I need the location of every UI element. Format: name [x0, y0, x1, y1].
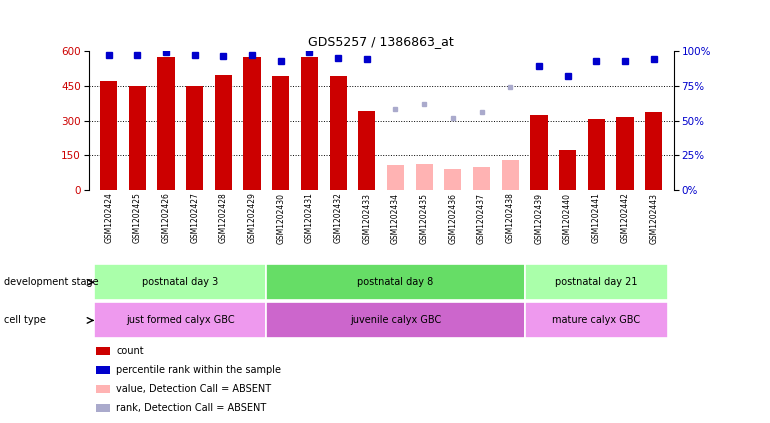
Text: GSM1202427: GSM1202427: [190, 192, 199, 243]
Bar: [266, 302, 524, 338]
Text: cell type: cell type: [4, 316, 45, 325]
Bar: [215, 75, 232, 190]
Text: GSM1202439: GSM1202439: [534, 192, 544, 244]
Bar: [524, 302, 668, 338]
Text: postnatal day 3: postnatal day 3: [142, 277, 219, 287]
Bar: [588, 119, 605, 190]
Text: GSM1202441: GSM1202441: [592, 192, 601, 243]
Bar: [387, 165, 404, 190]
Bar: [616, 117, 634, 190]
Bar: [645, 113, 662, 190]
Bar: [330, 76, 346, 190]
Text: count: count: [116, 346, 144, 356]
Text: GSM1202428: GSM1202428: [219, 192, 228, 243]
Text: GSM1202434: GSM1202434: [391, 192, 400, 244]
Text: GSM1202426: GSM1202426: [162, 192, 170, 243]
Bar: [272, 76, 290, 190]
Text: juvenile calyx GBC: juvenile calyx GBC: [350, 316, 441, 325]
Bar: [358, 111, 376, 190]
Text: development stage: development stage: [4, 277, 99, 287]
Bar: [473, 167, 490, 190]
Text: just formed calyx GBC: just formed calyx GBC: [126, 316, 235, 325]
Bar: [94, 264, 266, 300]
Text: percentile rank within the sample: percentile rank within the sample: [116, 365, 281, 375]
Bar: [416, 164, 433, 190]
Text: GSM1202437: GSM1202437: [477, 192, 486, 244]
Text: GSM1202436: GSM1202436: [448, 192, 457, 244]
Text: GSM1202435: GSM1202435: [420, 192, 429, 244]
Text: GSM1202424: GSM1202424: [104, 192, 113, 243]
Bar: [559, 150, 576, 190]
Text: rank, Detection Call = ABSENT: rank, Detection Call = ABSENT: [116, 403, 266, 413]
Title: GDS5257 / 1386863_at: GDS5257 / 1386863_at: [308, 35, 454, 48]
Text: postnatal day 21: postnatal day 21: [555, 277, 638, 287]
Bar: [186, 85, 203, 190]
Bar: [531, 115, 547, 190]
Bar: [501, 160, 519, 190]
Text: GSM1202443: GSM1202443: [649, 192, 658, 244]
Text: GSM1202433: GSM1202433: [363, 192, 371, 244]
Bar: [266, 264, 524, 300]
Bar: [444, 169, 461, 190]
Bar: [301, 57, 318, 190]
Text: GSM1202432: GSM1202432: [333, 192, 343, 243]
Text: GSM1202429: GSM1202429: [248, 192, 256, 243]
Text: GSM1202440: GSM1202440: [563, 192, 572, 244]
Text: GSM1202438: GSM1202438: [506, 192, 514, 243]
Text: mature calyx GBC: mature calyx GBC: [552, 316, 641, 325]
Text: postnatal day 8: postnatal day 8: [357, 277, 434, 287]
Text: GSM1202431: GSM1202431: [305, 192, 314, 243]
Bar: [524, 264, 668, 300]
Bar: [157, 57, 175, 190]
Bar: [129, 85, 146, 190]
Bar: [243, 57, 261, 190]
Text: GSM1202430: GSM1202430: [276, 192, 285, 244]
Text: GSM1202425: GSM1202425: [132, 192, 142, 243]
Text: value, Detection Call = ABSENT: value, Detection Call = ABSENT: [116, 384, 271, 394]
Bar: [100, 81, 117, 190]
Bar: [94, 302, 266, 338]
Text: GSM1202442: GSM1202442: [621, 192, 630, 243]
